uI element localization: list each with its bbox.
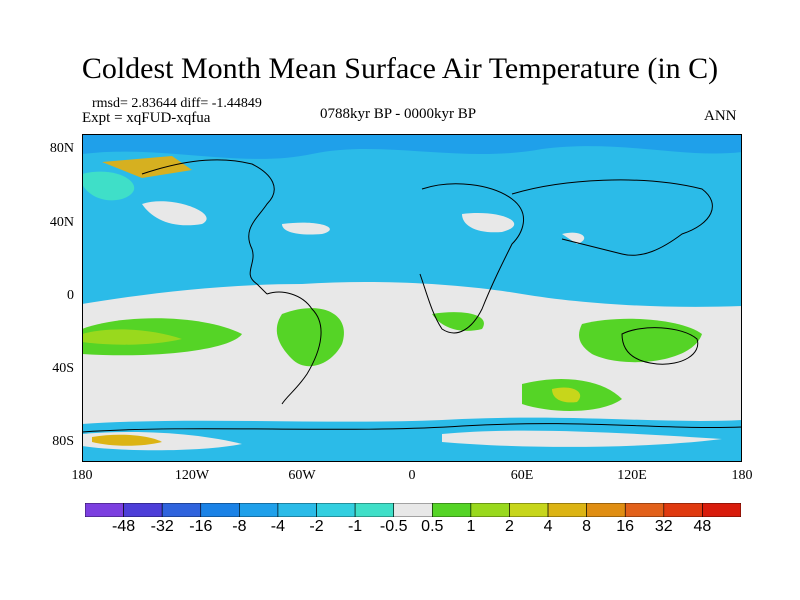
alaska-patch xyxy=(82,171,135,201)
colorbar-swatch xyxy=(393,503,433,517)
x-tick-60e: 60E xyxy=(510,468,534,483)
map-title: Coldest Month Mean Surface Air Temperatu… xyxy=(81,52,719,85)
colorbar-swatch xyxy=(277,503,317,517)
colorbar-swatch xyxy=(547,503,587,517)
colorbar-swatch xyxy=(316,503,356,517)
colorbar-label: 8 xyxy=(582,518,592,535)
season-label: ANN xyxy=(704,108,737,124)
colorbar-swatch xyxy=(200,503,240,517)
europe-africa-coast xyxy=(419,183,524,334)
colorbar-swatch xyxy=(663,503,703,517)
southern-ocean-yellow xyxy=(552,387,581,403)
colorbar-label: 4 xyxy=(543,518,553,535)
x-tick-120e: 120E xyxy=(617,468,647,483)
y-tick-40n: 40N xyxy=(49,215,74,230)
north-america-coast xyxy=(141,159,275,295)
colorbar-label: -8 xyxy=(232,518,247,535)
x-tick-120w: 120W xyxy=(174,468,210,483)
x-tick-180e: 180 xyxy=(731,468,753,483)
colorbar-swatch xyxy=(470,503,510,517)
colorbar-label: -4 xyxy=(270,518,285,535)
colorbar-label: 1 xyxy=(466,518,476,535)
colorbar-swatch xyxy=(123,503,163,517)
colorbar-swatch xyxy=(624,503,665,517)
colorbar-label: -1 xyxy=(347,518,363,535)
colorbar-label: -48 xyxy=(112,518,136,535)
australia-green xyxy=(579,318,702,363)
warm-patch-arctic xyxy=(102,156,192,178)
colorbar-label: 0.5 xyxy=(421,518,444,535)
y-tick-40s: 40S xyxy=(52,361,74,376)
colorbar-swatch xyxy=(509,503,549,517)
colorbar-label: -16 xyxy=(189,518,213,535)
x-tick-180w: 180 xyxy=(71,468,93,483)
asia-coast xyxy=(511,179,713,256)
colorbar-label: -32 xyxy=(150,518,174,535)
atlantic-patch xyxy=(282,222,330,235)
colorbar-swatch xyxy=(85,503,124,517)
colorbar-swatch xyxy=(431,503,472,517)
colorbar-label: -0.5 xyxy=(379,518,408,535)
australia-coast xyxy=(621,327,699,365)
colorbar-swatch xyxy=(239,503,279,517)
colorbar-label: 2 xyxy=(505,518,514,535)
temperature-map xyxy=(82,134,742,462)
antarctica-coast xyxy=(82,423,742,433)
colorbar-label: 32 xyxy=(654,518,673,535)
y-tick-80s: 80S xyxy=(52,434,74,449)
colorbar-label: 16 xyxy=(616,518,635,535)
pacific-patch-1 xyxy=(142,201,207,226)
south-pacific-yellowgreen xyxy=(82,329,182,345)
antarctic-grey-2 xyxy=(442,430,722,447)
stats-text: rmsd= 2.83644 diff= -1.44849 xyxy=(92,96,262,111)
south-america-green xyxy=(276,308,344,367)
y-tick-80n: 80N xyxy=(49,141,74,156)
antarctic-warm-patch xyxy=(92,434,162,446)
europe-patch xyxy=(462,213,515,233)
colorbar-swatch xyxy=(161,503,202,517)
colorbar-swatch xyxy=(354,503,395,517)
y-tick-0: 0 xyxy=(67,288,74,303)
arctic-band xyxy=(82,134,742,159)
colorbar-label: -2 xyxy=(309,518,324,535)
asia-patch xyxy=(562,232,585,244)
map-frame xyxy=(82,134,742,462)
colorbar-swatch xyxy=(586,503,626,517)
coastlines xyxy=(82,159,742,433)
colorbar-swatch xyxy=(702,503,741,517)
x-tick-60w: 60W xyxy=(288,468,316,483)
colorbar xyxy=(85,503,741,517)
experiment-label: Expt = xqFUD-xqfua xyxy=(82,110,211,126)
africa-green xyxy=(432,312,484,331)
period-label: 0788kyr BP - 0000kyr BP xyxy=(320,106,477,122)
x-tick-0: 0 xyxy=(408,468,416,483)
south-america-coast xyxy=(266,291,322,405)
colorbar-label: 48 xyxy=(693,518,712,535)
